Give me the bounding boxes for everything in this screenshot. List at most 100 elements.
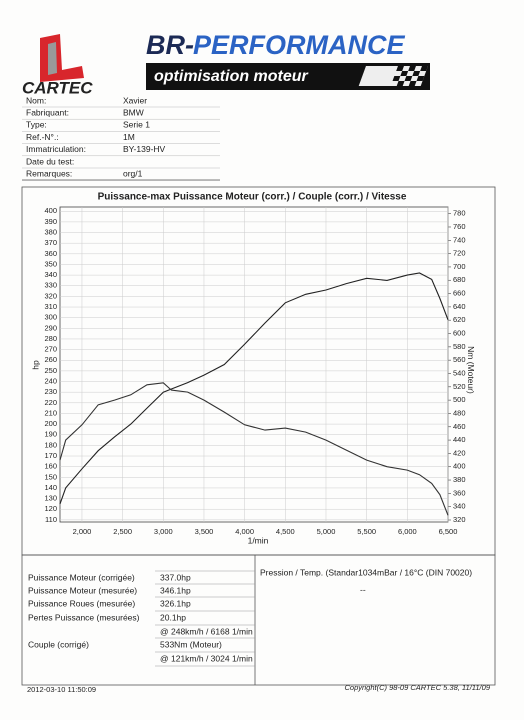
x-tick-label: 3,500	[195, 527, 214, 536]
y2-tick-label: 340	[453, 502, 466, 511]
y2-tick-label: 400	[453, 462, 466, 471]
y-tick-label: 240	[44, 377, 57, 386]
pressure: Pression / Temp. (Standar1034mBar / 16°C…	[260, 567, 472, 577]
result-value: 533Nm (Moteur)	[160, 639, 222, 649]
series-line	[59, 382, 449, 516]
result-label: Puissance Roues (mesurée)	[28, 598, 135, 608]
info-value: 1M	[123, 132, 135, 142]
y-tick-label: 150	[44, 472, 57, 481]
series-line	[59, 272, 449, 505]
x-tick-label: 5,500	[357, 527, 376, 536]
y-tick-label: 120	[44, 504, 57, 513]
brand: CARTEC	[22, 78, 93, 97]
result-label: Pertes Puissance (mesurées)	[28, 612, 140, 622]
info-label: Ref.-N°.:	[26, 132, 59, 142]
y2-tick-label: 640	[453, 302, 466, 311]
x-tick-label: 3,000	[154, 527, 173, 536]
y2-tick-label: 760	[453, 222, 466, 231]
info-value: org/1	[123, 168, 143, 178]
chart-title: Puissance-max Puissance Moteur (corr.) /…	[98, 192, 407, 203]
info-label: Remarques:	[26, 168, 72, 178]
result-value: 326.1hp	[160, 598, 191, 608]
title-main: PERFORMANCE	[193, 30, 405, 60]
y2-tick-label: 600	[453, 329, 466, 338]
y2-axis-label: Nm (Moteur)	[466, 346, 476, 394]
x-tick-label: 6,000	[398, 527, 417, 536]
y2-tick-label: 440	[453, 435, 466, 444]
info-label: Fabriquant:	[26, 107, 69, 117]
y-tick-label: 350	[44, 259, 57, 268]
y-tick-label: 320	[44, 291, 57, 300]
result-label: Couple (corrigé)	[28, 639, 89, 649]
result-value: @ 121km/h / 3024 1/min	[160, 653, 253, 663]
y2-tick-label: 560	[453, 355, 466, 364]
result-value: 346.1hp	[160, 585, 191, 595]
x-tick-label: 4,000	[235, 527, 254, 536]
y-tick-label: 130	[44, 494, 57, 503]
subtitle: optimisation moteur	[154, 68, 309, 85]
x-tick-label: 2,000	[73, 527, 92, 536]
y2-tick-label: 460	[453, 422, 466, 431]
x-axis-label: 1/min	[248, 535, 269, 545]
y2-tick-label: 720	[453, 249, 466, 258]
results-frame	[21, 554, 496, 686]
result-value: @ 248km/h / 6168 1/min	[160, 626, 253, 636]
y2-tick-label: 420	[453, 448, 466, 457]
x-tick-label: 4,500	[276, 527, 295, 536]
info-label: Date du test:	[26, 156, 74, 166]
y-tick-label: 290	[44, 323, 57, 332]
y-tick-label: 220	[44, 398, 57, 407]
y-tick-label: 400	[44, 206, 57, 215]
y2-tick-label: 700	[453, 262, 466, 271]
y2-tick-label: 620	[453, 315, 466, 324]
y-tick-label: 340	[44, 270, 57, 279]
y-tick-label: 170	[44, 451, 57, 460]
y2-tick-label: 580	[453, 342, 466, 351]
y-tick-label: 180	[44, 440, 57, 449]
info-value: BY-139-HV	[123, 144, 166, 154]
y-tick-label: 310	[44, 302, 57, 311]
y-tick-label: 270	[44, 345, 57, 354]
y-tick-label: 140	[44, 483, 57, 492]
y-tick-label: 200	[44, 419, 57, 428]
y-tick-label: 360	[44, 249, 57, 258]
y2-tick-label: 480	[453, 408, 466, 417]
title-prefix: BR-	[146, 30, 194, 60]
y2-tick-label: 520	[453, 382, 466, 391]
info-label: Immatriculation:	[26, 144, 86, 154]
checkered-flag	[358, 66, 428, 86]
y2-tick-label: 780	[453, 209, 466, 218]
y2-tick-label: 360	[453, 488, 466, 497]
y-axis-label: hp	[30, 360, 40, 370]
chart: 1101201301401501601701801902002102202302…	[44, 206, 465, 536]
y-tick-label: 110	[45, 515, 57, 524]
y2-tick-label: 380	[453, 475, 466, 484]
y-tick-label: 210	[44, 408, 57, 417]
copyright: Copyright(C) 98-09 CARTEC 5.38, 11/11/09	[345, 683, 491, 692]
y2-tick-label: 540	[453, 368, 466, 377]
y-tick-label: 250	[44, 366, 57, 375]
pressure-value: --	[360, 584, 366, 594]
info-label: Nom:	[26, 95, 46, 105]
results-block: Puissance Moteur (corrigée) 337.0hp Puissa…	[28, 570, 255, 667]
y-tick-label: 370	[44, 238, 57, 247]
timestamp: 2012-03-10 11:50:09	[27, 685, 96, 694]
y-tick-label: 390	[44, 217, 57, 226]
x-tick-label: 5,000	[317, 527, 336, 536]
y2-tick-label: 680	[453, 275, 466, 284]
y-tick-label: 280	[44, 334, 57, 343]
y-tick-label: 160	[44, 462, 57, 471]
y2-tick-label: 500	[453, 395, 466, 404]
y-tick-label: 190	[44, 430, 57, 439]
y-tick-label: 300	[44, 313, 57, 322]
logo: CARTEC	[22, 34, 93, 97]
y2-tick-label: 320	[453, 515, 466, 524]
info-label: Type:	[26, 120, 47, 130]
info-value: Xavier	[123, 95, 147, 105]
y2-tick-label: 740	[453, 235, 466, 244]
result-value: 20.1hp	[160, 612, 186, 622]
x-tick-label: 6,500	[439, 527, 458, 536]
y-tick-label: 380	[44, 228, 57, 237]
